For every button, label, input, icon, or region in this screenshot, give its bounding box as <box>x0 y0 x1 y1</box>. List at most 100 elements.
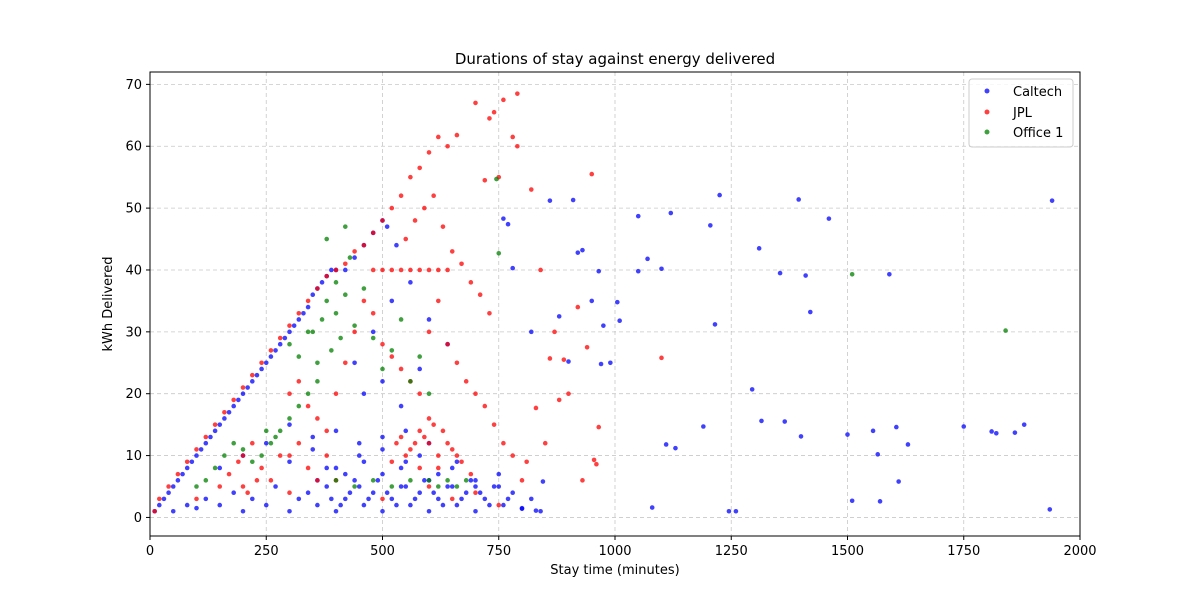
point-office-1 <box>436 484 441 489</box>
x-tick-label: 1000 <box>598 544 631 559</box>
point-caltech <box>491 484 497 489</box>
point-jpl <box>445 341 450 347</box>
point-caltech <box>668 210 674 216</box>
point-jpl <box>380 496 385 502</box>
point-caltech <box>394 502 399 508</box>
point-caltech <box>236 397 241 403</box>
point-caltech <box>296 317 302 322</box>
point-jpl <box>519 478 525 483</box>
chart-title: Durations of stay against energy deliver… <box>455 50 775 68</box>
point-caltech <box>510 265 515 271</box>
point-caltech <box>282 335 288 341</box>
point-caltech <box>375 478 381 483</box>
point-jpl <box>589 171 595 177</box>
y-tick-label: 10 <box>125 449 142 464</box>
point-caltech <box>380 379 385 384</box>
point-caltech <box>217 465 223 471</box>
point-caltech <box>426 508 432 514</box>
point-caltech <box>287 459 292 465</box>
point-office-1 <box>305 391 311 397</box>
point-jpl <box>591 457 597 463</box>
point-jpl <box>236 459 241 465</box>
point-caltech <box>505 496 511 502</box>
point-caltech <box>203 496 209 502</box>
point-caltech <box>408 280 413 285</box>
y-tick-label: 30 <box>125 325 142 340</box>
point-caltech <box>389 496 395 502</box>
point-jpl <box>510 134 515 140</box>
point-jpl <box>426 484 432 489</box>
point-caltech <box>226 409 232 415</box>
point-jpl <box>231 397 236 403</box>
point-caltech <box>203 440 209 446</box>
point-caltech <box>1047 507 1053 512</box>
point-jpl <box>445 440 450 446</box>
point-caltech <box>212 428 218 434</box>
point-caltech <box>287 508 292 514</box>
point-jpl <box>250 440 255 446</box>
point-jpl <box>370 310 376 316</box>
legend-marker-office-1 <box>984 129 990 135</box>
point-caltech <box>305 304 311 310</box>
point-office-1 <box>333 280 339 285</box>
point-caltech <box>733 508 739 514</box>
point-jpl <box>370 230 376 236</box>
point-caltech <box>240 508 246 514</box>
point-caltech <box>361 459 367 465</box>
point-caltech <box>305 490 311 495</box>
point-jpl <box>449 249 455 254</box>
point-jpl <box>542 440 548 446</box>
point-caltech <box>708 223 713 228</box>
point-caltech <box>473 484 478 489</box>
point-caltech <box>454 502 460 508</box>
point-office-1 <box>398 317 404 322</box>
point-office-1 <box>194 484 199 489</box>
axis-ticks: 0 250 500 750 1000 1250 1500 1750 2000 0 10 20 30 40 5… <box>125 78 1096 559</box>
point-caltech <box>333 508 339 514</box>
point-office-1 <box>338 335 343 341</box>
point-jpl <box>166 484 171 489</box>
point-caltech <box>198 447 204 452</box>
point-jpl <box>259 465 264 471</box>
point-jpl <box>454 453 460 458</box>
point-jpl <box>380 218 385 223</box>
point-jpl <box>561 357 567 362</box>
point-caltech <box>473 508 478 514</box>
point-jpl <box>487 116 492 121</box>
point-caltech <box>529 496 534 502</box>
point-jpl <box>436 298 441 304</box>
point-caltech <box>845 432 850 437</box>
point-jpl <box>352 329 357 335</box>
point-jpl <box>547 356 553 361</box>
point-caltech <box>510 490 515 495</box>
point-jpl <box>287 323 292 328</box>
x-tick-label: 250 <box>254 544 279 559</box>
point-caltech <box>250 379 255 384</box>
point-caltech <box>263 502 269 508</box>
point-office-1 <box>408 478 413 483</box>
point-jpl <box>268 478 274 483</box>
point-caltech <box>394 242 399 248</box>
point-office-1 <box>203 478 209 483</box>
point-caltech <box>777 270 783 276</box>
point-caltech <box>380 471 385 477</box>
point-office-1 <box>319 317 325 322</box>
point-caltech <box>538 508 543 514</box>
point-caltech <box>287 329 292 335</box>
point-jpl <box>380 341 385 347</box>
point-jpl <box>389 267 395 273</box>
point-caltech <box>384 490 390 495</box>
point-caltech <box>712 322 718 327</box>
point-office-1 <box>333 478 339 483</box>
point-caltech <box>663 442 669 447</box>
point-jpl <box>436 134 441 140</box>
point-caltech <box>473 478 478 483</box>
point-caltech <box>361 502 367 508</box>
point-jpl <box>454 132 460 138</box>
x-tick-label: 750 <box>486 544 511 559</box>
point-office-1 <box>268 440 274 446</box>
point-caltech <box>366 496 371 502</box>
point-jpl <box>566 391 571 397</box>
point-office-1 <box>324 298 330 304</box>
